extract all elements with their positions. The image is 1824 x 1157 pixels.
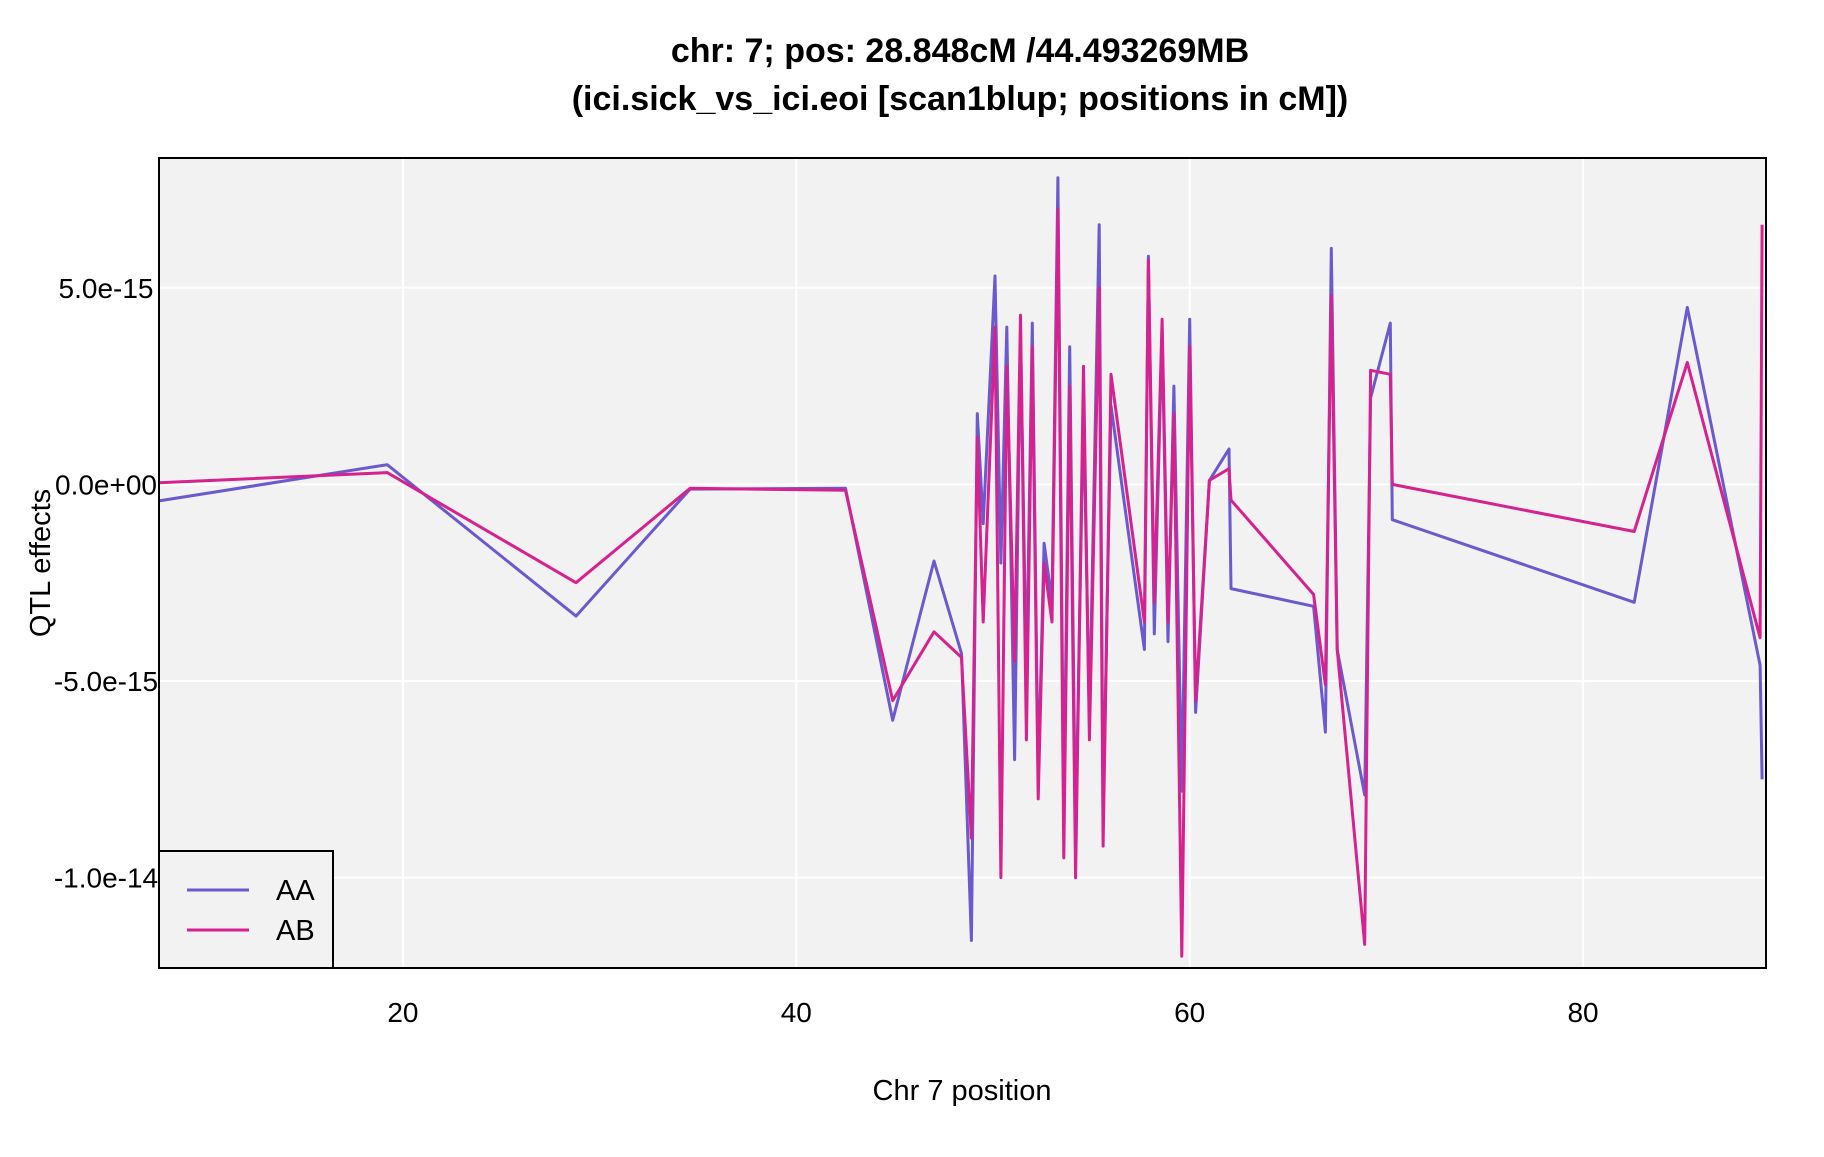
y-tick-label: 5.0e-15: [59, 273, 154, 304]
series-lines: [158, 176, 1764, 958]
chart-title-line-2: (ici.sick_vs_ici.eoi [scan1blup; positio…: [572, 80, 1349, 118]
x-tick-label: 20: [387, 997, 418, 1028]
legend-label-ab: AB: [276, 915, 315, 947]
series-line-ab: [158, 207, 1764, 958]
legend-box: [158, 850, 334, 969]
plot-background: [159, 158, 1766, 968]
legend-label-aa: AA: [276, 875, 315, 907]
plot-frame: [158, 157, 1767, 969]
x-axis-ticks: 20 40 60 80: [387, 997, 1598, 1028]
y-tick-label: -5.0e-15: [54, 666, 158, 697]
y-axis-label: QTL effects: [25, 489, 57, 637]
x-tick-label: 40: [781, 997, 812, 1028]
y-tick-label: -1.0e-14: [54, 863, 158, 894]
x-tick-label: 80: [1567, 997, 1598, 1028]
legend: AA AB: [158, 850, 334, 969]
chart-title-line-1: chr: 7; pos: 28.848cM /44.493269MB: [671, 32, 1249, 70]
x-axis-label: Chr 7 position: [873, 1075, 1052, 1107]
y-tick-label: 0.0e+00: [55, 469, 157, 500]
y-axis-ticks: 5.0e-15 0.0e+00 -5.0e-15 -1.0e-14: [54, 273, 158, 894]
x-tick-label: 60: [1174, 997, 1205, 1028]
